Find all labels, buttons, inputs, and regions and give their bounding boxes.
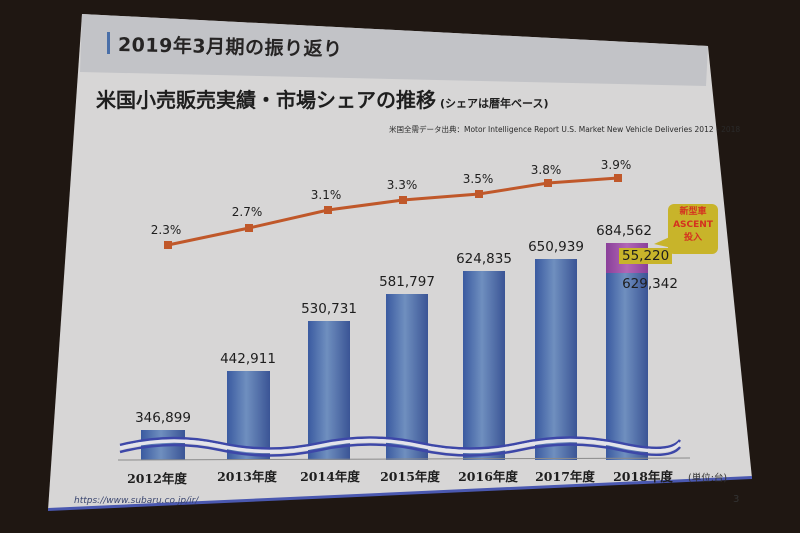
bar-2017 (535, 259, 577, 460)
unit-label: (単位:台) (688, 473, 728, 484)
ascent-callout: 新型車 ASCENT 投入 (668, 204, 718, 254)
data-source: 米国全需データ出典：Motor Intelligence Report U.S.… (389, 125, 741, 134)
share-label-2017: 3.8% (530, 163, 562, 177)
share-label-2018: 3.9% (600, 158, 632, 172)
share-label-2013: 2.7% (231, 205, 263, 219)
chart-title: 米国小売販売実績・市場シェアの推移 (シェアは暦年ベース) (96, 84, 549, 113)
share-label-2015: 3.3% (386, 178, 418, 192)
value-label-2018-existing: 629,342 (622, 276, 678, 292)
x-label-2012: 2012年度 (127, 471, 187, 486)
section-accent-bar (107, 32, 110, 54)
value-label-2015: 581,797 (379, 274, 435, 290)
bar-2014 (308, 321, 350, 460)
value-label-2013: 442,911 (220, 351, 276, 367)
share-label-2012: 2.3% (150, 223, 182, 237)
bar-2016 (463, 271, 505, 460)
x-label-2013: 2013年度 (217, 469, 277, 484)
value-label-2018: 684,562 (596, 223, 652, 239)
share-label-2016: 3.5% (462, 172, 494, 186)
bar-2015 (386, 294, 428, 460)
callout-line1: 新型車 (679, 207, 707, 217)
value-label-2016: 624,835 (456, 251, 512, 267)
value-label-2012: 346,899 (135, 410, 191, 426)
chart-title-text: 米国小売販売実績・市場シェアの推移 (96, 88, 436, 112)
callout-line2: ASCENT (673, 220, 713, 230)
share-label-2014: 3.1% (310, 188, 342, 202)
x-label-2015: 2015年度 (380, 469, 440, 484)
bar-2018 (606, 273, 648, 460)
ascent-value-label: 55,220 (619, 248, 673, 264)
value-label-2017: 650,939 (528, 239, 584, 255)
page-number: 3 (733, 494, 740, 505)
x-label-2016: 2016年度 (458, 469, 518, 484)
x-label-2014: 2014年度 (300, 469, 360, 484)
x-label-2018: 2018年度 (613, 469, 673, 484)
callout-line3: 投入 (683, 233, 702, 243)
footer-url: https://www.subaru.co.jp/ir/ (74, 496, 199, 506)
value-label-2014: 530,731 (301, 301, 357, 317)
callout-pointer (654, 236, 672, 248)
chart-subtitle: (シェアは暦年ベース) (440, 97, 549, 110)
x-label-2017: 2017年度 (535, 469, 595, 484)
